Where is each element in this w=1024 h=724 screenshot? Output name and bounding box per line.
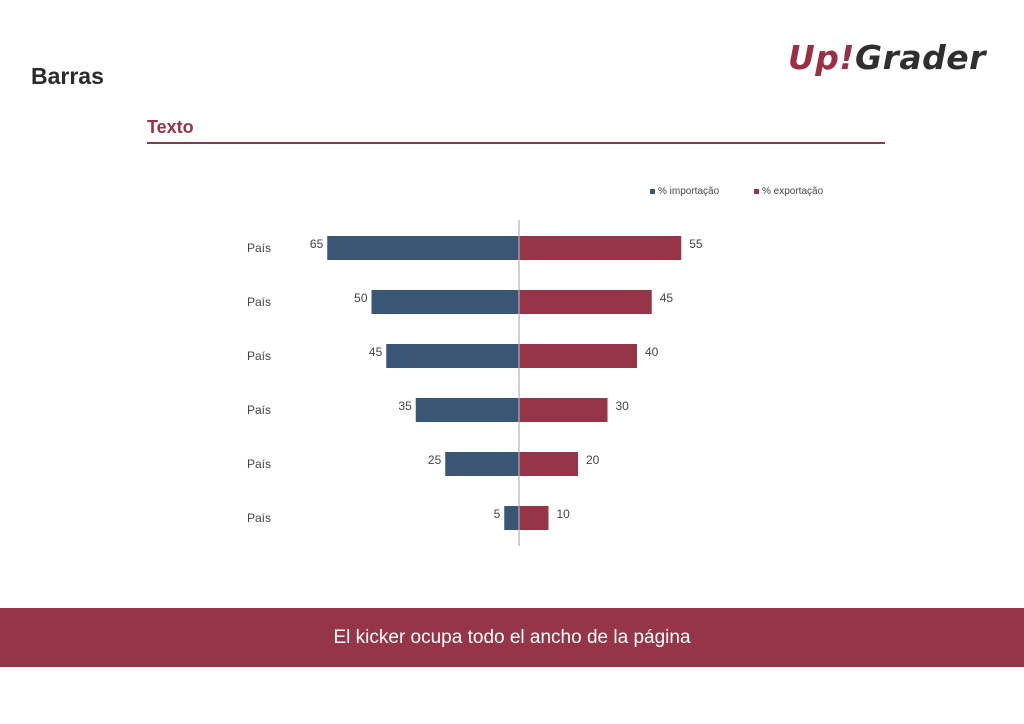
bar-import [386, 344, 519, 368]
bar-export [519, 452, 578, 476]
upgrader-logo: Up!Grader [788, 38, 986, 77]
logo-bang: ! [839, 38, 855, 77]
category-label: País [247, 457, 271, 471]
category-label: País [247, 349, 271, 363]
data-label-export: 30 [616, 399, 630, 413]
bar-import [415, 398, 519, 422]
data-label-import: 35 [398, 399, 412, 413]
data-label-export: 45 [660, 291, 674, 305]
data-label-import: 5 [494, 507, 501, 521]
data-label-import: 50 [354, 291, 368, 305]
bar-import [445, 452, 519, 476]
subtitle-divider [147, 142, 885, 144]
section-subtitle: Texto [147, 117, 194, 137]
kicker-text: El kicker ocupa todo el ancho de la pági… [333, 626, 691, 648]
logo-up: Up [788, 38, 840, 77]
legend-swatch-import [650, 189, 655, 194]
legend-swatch-export [754, 189, 759, 194]
data-label-export: 40 [645, 345, 659, 359]
data-label-export: 20 [586, 453, 600, 467]
bar-import [504, 506, 519, 530]
bar-export [519, 506, 549, 530]
legend-item-export: % exportação [754, 186, 823, 197]
category-label: País [247, 403, 271, 417]
legend-label-export: % exportação [762, 186, 824, 197]
kicker-banner: El kicker ocupa todo el ancho de la pági… [0, 608, 1024, 667]
bar-export [519, 236, 682, 260]
bar-import [327, 236, 519, 260]
category-label: País [247, 511, 271, 525]
legend-item-import: % importação [650, 186, 719, 197]
bar-import [371, 290, 519, 314]
data-label-import: 45 [369, 345, 383, 359]
data-label-import: 25 [428, 453, 442, 467]
data-label-export: 55 [689, 237, 703, 251]
category-label: País [247, 295, 271, 309]
legend-label-import: % importação [658, 186, 720, 197]
bar-export [519, 344, 637, 368]
category-label: País [247, 241, 271, 255]
bar-export [519, 398, 608, 422]
logo-grader: Grader [854, 38, 986, 77]
bar-export [519, 290, 652, 314]
page-title: Barras [31, 63, 104, 89]
data-label-import: 65 [310, 237, 324, 251]
data-label-export: 10 [557, 507, 571, 521]
